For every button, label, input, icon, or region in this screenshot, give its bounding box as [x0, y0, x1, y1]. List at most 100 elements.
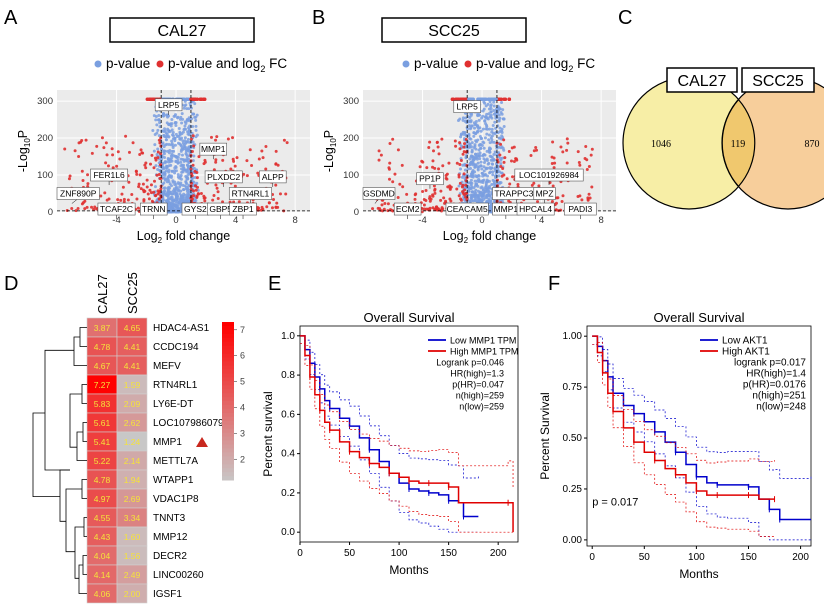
- point-sig: [552, 166, 556, 170]
- point-sig: [388, 142, 392, 146]
- point-sig: [448, 184, 452, 188]
- point-sig: [580, 198, 584, 202]
- point-sig: [115, 164, 119, 168]
- point-ns: [180, 121, 184, 125]
- legend-blue-label: p-value: [414, 56, 458, 71]
- point-ns: [494, 126, 498, 130]
- point-sig: [401, 185, 405, 189]
- gene-label: GBP5: [209, 204, 232, 214]
- point-ns: [174, 159, 178, 163]
- x-label-main: Log: [137, 229, 158, 243]
- point-sig: [214, 183, 218, 187]
- point-sig: [420, 159, 424, 163]
- y-tick-label: 0: [354, 207, 359, 218]
- point-ns: [164, 169, 168, 173]
- point-ns: [479, 137, 483, 141]
- point-ns: [486, 102, 490, 106]
- point-ns: [479, 129, 483, 133]
- point-sig: [590, 185, 594, 189]
- point-sig: [152, 190, 156, 194]
- point-sig: [136, 206, 140, 210]
- point-sig: [267, 201, 271, 205]
- color-scale-segment: [222, 369, 234, 374]
- point-ns: [194, 124, 198, 128]
- gene-label: MPZ: [536, 189, 554, 199]
- heatmap-cell-value: 2.14: [124, 456, 141, 466]
- color-scale-segment: [222, 353, 234, 359]
- point-sig: [95, 144, 99, 148]
- point-ns: [469, 197, 473, 201]
- point-ns: [486, 162, 490, 166]
- point-sig: [425, 166, 429, 170]
- point-ns: [490, 166, 494, 170]
- point-sig: [431, 165, 435, 169]
- point-sig: [111, 153, 115, 157]
- heatmap-cell-value: 4.04: [94, 551, 111, 561]
- point-ns: [156, 167, 160, 171]
- point-sig: [137, 182, 141, 186]
- color-scale-segment: [222, 322, 234, 327]
- color-scale-segment: [222, 428, 234, 434]
- gene-label: LOC101926984: [519, 170, 579, 180]
- y-tick-label: 0.00: [563, 535, 583, 546]
- point-cap: [151, 97, 155, 102]
- point-ns: [474, 163, 478, 167]
- point-sig: [216, 197, 220, 201]
- point-ns: [179, 115, 183, 119]
- point-ns: [184, 199, 188, 203]
- point-ns: [177, 134, 181, 138]
- point-sig: [270, 206, 274, 210]
- point-ns: [493, 150, 497, 154]
- point-ns: [178, 137, 182, 141]
- point-ns: [158, 121, 162, 125]
- point-ns: [475, 140, 479, 144]
- point-ns: [167, 123, 171, 127]
- point-sig: [274, 206, 278, 210]
- point-sig: [458, 147, 462, 151]
- point-ns: [185, 153, 189, 157]
- color-scale-segment: [222, 345, 234, 351]
- point-ns: [187, 118, 191, 122]
- point-sig: [140, 151, 144, 155]
- legend-label: Low MMP1 TPM: [450, 336, 516, 346]
- point-ns: [482, 146, 486, 150]
- point-ns: [501, 108, 505, 112]
- legend-dot-blue: [402, 60, 410, 68]
- point-ns: [171, 133, 175, 137]
- point-ns: [181, 188, 185, 192]
- color-scale-segment: [222, 373, 234, 378]
- point-sig: [503, 156, 507, 160]
- point-sig: [150, 199, 154, 203]
- point-ns: [488, 150, 492, 154]
- point-sig: [158, 141, 162, 145]
- point-ns: [155, 123, 159, 127]
- point-ns: [162, 150, 166, 154]
- point-ns: [482, 169, 486, 173]
- heatmap-cell-value: 4.78: [94, 475, 111, 485]
- y-tick-label: 300: [343, 96, 359, 107]
- point-sig: [502, 173, 506, 177]
- point-sig: [499, 142, 503, 146]
- point-sig: [413, 197, 417, 201]
- point-ns: [502, 148, 506, 152]
- heatmap-cell-value: 3.87: [94, 323, 111, 333]
- gene-label: TRNN: [142, 204, 166, 214]
- point-ns: [174, 182, 178, 186]
- point-sig: [435, 140, 439, 144]
- gene-label: PADI3: [568, 204, 592, 214]
- point-sig: [459, 197, 463, 201]
- point-ns: [185, 195, 189, 199]
- point-ns: [183, 136, 187, 140]
- stat-text: n(high)=251: [752, 391, 806, 402]
- point-ns: [475, 156, 479, 160]
- point-ns: [163, 127, 167, 131]
- x-axis-label: Months: [679, 567, 718, 581]
- point-sig: [202, 196, 206, 200]
- heatmap-cell-value: 4.67: [94, 361, 111, 371]
- point-sig: [143, 189, 147, 193]
- point-ns: [492, 109, 496, 113]
- point-ns: [475, 182, 479, 186]
- gene-label-box: [199, 142, 227, 156]
- point-sig: [158, 177, 162, 181]
- dendrogram-branch: [79, 327, 87, 347]
